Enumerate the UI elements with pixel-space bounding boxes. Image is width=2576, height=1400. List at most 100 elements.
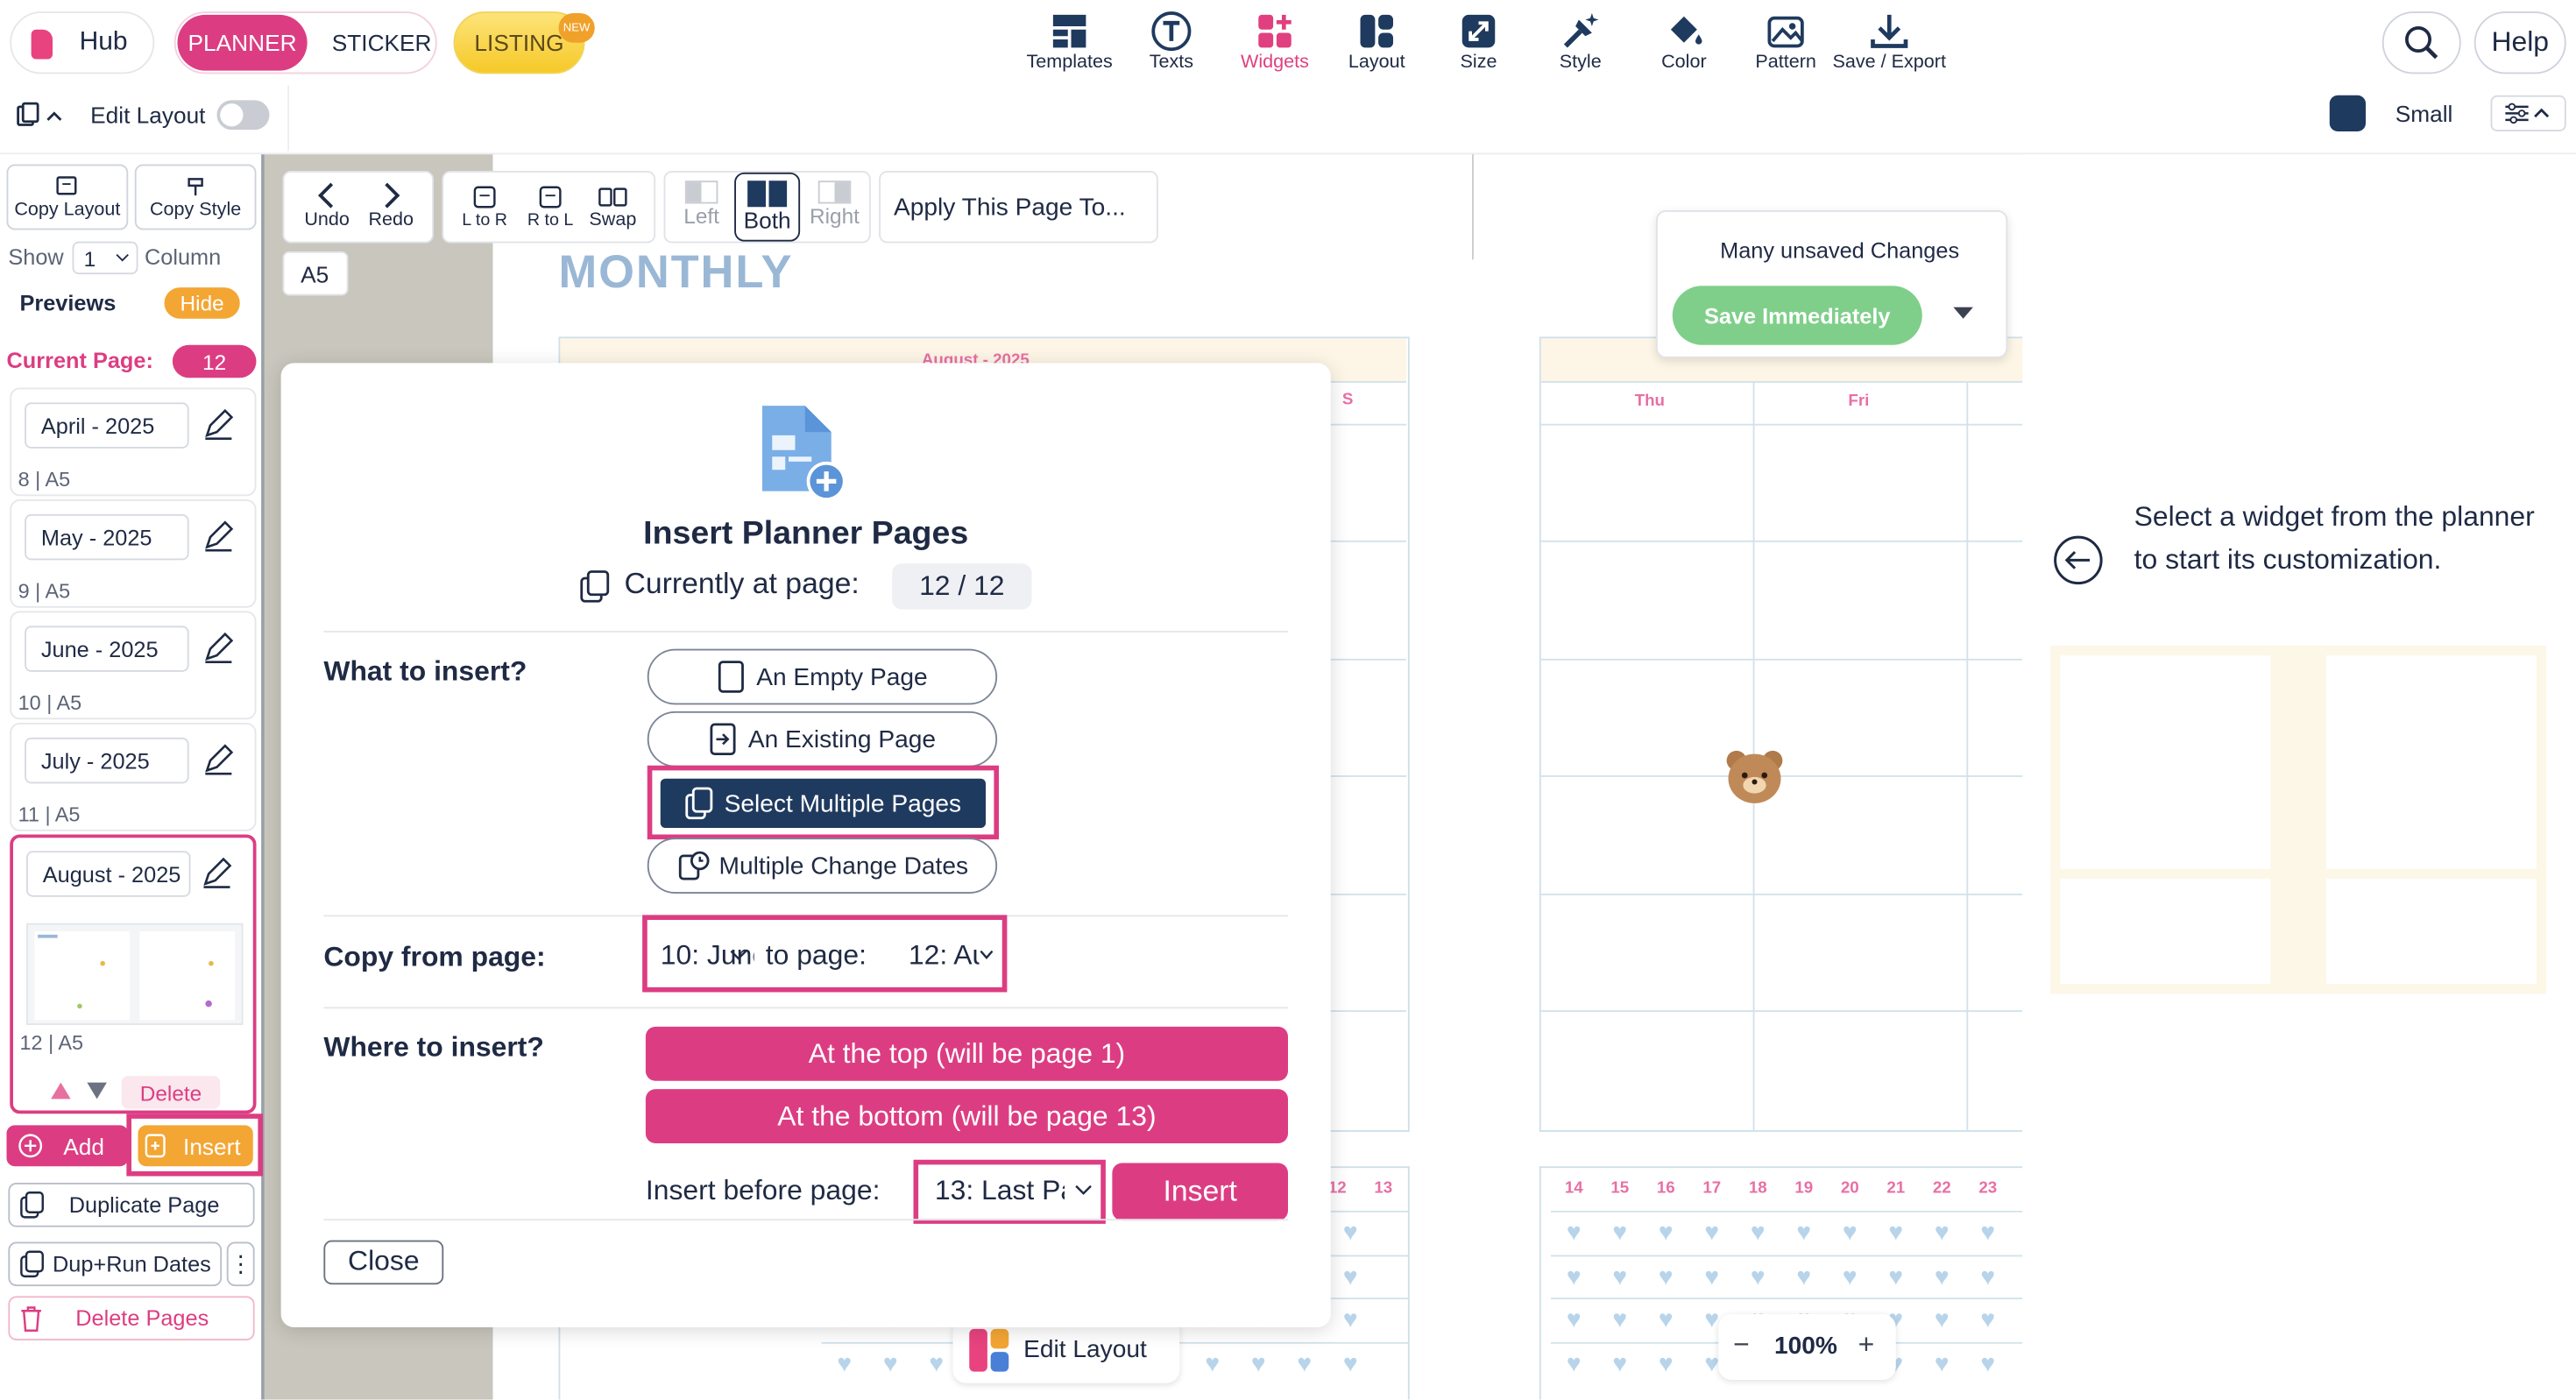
insert-at-bottom-button[interactable]: At the bottom (will be page 13) bbox=[645, 1089, 1288, 1143]
pages-toggle-icon[interactable] bbox=[17, 102, 69, 128]
swap-button[interactable]: Swap bbox=[585, 184, 641, 230]
help-button[interactable]: Help bbox=[2473, 11, 2566, 74]
toolbar-size[interactable]: Size bbox=[1427, 10, 1529, 79]
hub-button[interactable]: Hub bbox=[10, 11, 155, 74]
copy-from-value: 10: June - 2025 bbox=[660, 939, 754, 972]
view-left-button[interactable]: Left bbox=[674, 180, 730, 229]
move-up-icon[interactable] bbox=[49, 1081, 72, 1101]
previews-label: Previews bbox=[19, 290, 117, 315]
option-existing-label: An Existing Page bbox=[747, 725, 937, 753]
edit-pencil-icon[interactable] bbox=[202, 520, 236, 553]
settings-sliders-button[interactable] bbox=[2490, 95, 2566, 131]
delete-pages-button[interactable]: Delete Pages bbox=[8, 1296, 255, 1340]
page-name-field[interactable]: August - 2025 bbox=[26, 851, 191, 897]
toolbar-color[interactable]: Color bbox=[1633, 10, 1735, 79]
where-to-insert-label: Where to insert? bbox=[323, 1031, 544, 1064]
option-empty-label: An Empty Page bbox=[756, 662, 928, 691]
planner-tab[interactable]: PLANNER bbox=[177, 14, 308, 71]
sticker-tab[interactable]: STICKER bbox=[331, 29, 432, 56]
insert-page-button[interactable]: Insert bbox=[138, 1125, 253, 1167]
undo-button[interactable]: Undo bbox=[296, 180, 358, 240]
insert-at-top-button[interactable]: At the top (will be page 1) bbox=[645, 1026, 1288, 1081]
toolbar-widgets[interactable]: Widgets bbox=[1224, 10, 1326, 79]
zoom-out-button[interactable]: − bbox=[1733, 1328, 1750, 1361]
view-left-label: Left bbox=[683, 203, 719, 229]
swap-label: Swap bbox=[589, 210, 637, 230]
save-immediately-button[interactable]: Save Immediately bbox=[1672, 286, 1922, 345]
bear-sticker-icon[interactable] bbox=[1723, 747, 1786, 807]
trash-icon bbox=[21, 1305, 41, 1332]
history-group bbox=[282, 171, 434, 244]
close-modal-button[interactable]: Close bbox=[323, 1240, 444, 1285]
hub-label: Hub bbox=[79, 27, 128, 56]
redo-button[interactable]: Redo bbox=[362, 180, 421, 240]
show-select[interactable]: 1 bbox=[72, 241, 138, 275]
page-name-field[interactable]: April - 2025 bbox=[25, 402, 189, 449]
chevron-down-icon bbox=[116, 253, 129, 262]
dup-run-dates-button[interactable]: Dup+Run Dates bbox=[8, 1241, 223, 1287]
copy-from-label: Copy from page: bbox=[323, 941, 546, 972]
page-card-may[interactable]: May - 2025 9 | A5 bbox=[10, 499, 257, 608]
copy-style-button[interactable]: Copy Style bbox=[134, 164, 257, 230]
new-badge: NEW bbox=[558, 13, 595, 43]
page-card-june[interactable]: June - 2025 10 | A5 bbox=[10, 611, 257, 720]
page-meta: 9 | A5 bbox=[18, 579, 71, 604]
edit-layout-toggle[interactable] bbox=[216, 100, 270, 131]
insert-page-icon bbox=[145, 1134, 166, 1158]
caret-down-icon[interactable] bbox=[1952, 306, 1975, 321]
page-card-april[interactable]: April - 2025 8 | A5 bbox=[10, 387, 257, 497]
copy-layout-label: Copy Layout bbox=[14, 200, 121, 221]
edit-pencil-icon[interactable] bbox=[202, 631, 236, 664]
page-name-field[interactable]: June - 2025 bbox=[25, 626, 189, 672]
insert-document-icon bbox=[762, 406, 846, 501]
copy-layout-button[interactable]: Copy Layout bbox=[6, 164, 129, 230]
dup-run-dates-label: Dup+Run Dates bbox=[53, 1251, 211, 1276]
currently-label: Currently at page: bbox=[624, 566, 860, 600]
option-select-multiple-pages[interactable]: Select Multiple Pages bbox=[660, 778, 986, 828]
edit-pencil-icon[interactable] bbox=[201, 856, 234, 889]
apply-page-button[interactable]: Apply This Page To... bbox=[879, 171, 1158, 244]
toolbar-save-export[interactable]: Save / Export bbox=[1823, 10, 1955, 79]
option-empty-page[interactable]: An Empty Page bbox=[647, 648, 998, 705]
zoom-in-button[interactable]: + bbox=[1858, 1328, 1875, 1361]
edit-pencil-icon[interactable] bbox=[202, 743, 236, 776]
page-name-field[interactable]: July - 2025 bbox=[25, 737, 189, 784]
bottom-edit-layout-button[interactable]: Edit Layout bbox=[952, 1317, 1180, 1383]
toolbar-style[interactable]: Style bbox=[1530, 10, 1631, 79]
toolbar-texts[interactable]: Texts bbox=[1121, 10, 1222, 79]
chevron-down-icon bbox=[730, 950, 747, 960]
option-multiple-change-dates[interactable]: Multiple Change Dates bbox=[647, 838, 998, 894]
copy-from-select[interactable]: 10: June - 2025 bbox=[655, 930, 754, 982]
page-card-july[interactable]: July - 2025 11 | A5 bbox=[10, 723, 257, 831]
chevron-right-icon bbox=[385, 182, 400, 209]
insert-before-select[interactable]: 13: Last Page bbox=[930, 1170, 1065, 1216]
size-icon bbox=[1461, 14, 1496, 48]
add-page-button[interactable]: Add bbox=[6, 1125, 129, 1167]
duplicate-page-button[interactable]: Duplicate Page bbox=[8, 1183, 255, 1227]
search-button[interactable] bbox=[2381, 11, 2461, 74]
sync-icon[interactable] bbox=[2329, 95, 2366, 131]
day-number: 22 bbox=[1932, 1179, 1951, 1198]
delete-page-button[interactable]: Delete bbox=[121, 1076, 221, 1109]
move-down-icon[interactable] bbox=[86, 1081, 109, 1101]
page-thumbnail[interactable] bbox=[26, 923, 244, 1025]
arrow-left-circle-icon bbox=[2054, 535, 2103, 585]
page-meta: 8 | A5 bbox=[18, 468, 71, 491]
r-to-l-button[interactable]: R to L bbox=[522, 184, 578, 230]
page-name-field[interactable]: May - 2025 bbox=[25, 513, 189, 561]
option-existing-page[interactable]: An Existing Page bbox=[647, 711, 998, 767]
view-both-button[interactable]: Both bbox=[734, 172, 801, 242]
edit-pencil-icon[interactable] bbox=[202, 407, 236, 441]
day-number: 14 bbox=[1564, 1179, 1583, 1198]
more-options-button[interactable]: ⋮ bbox=[226, 1241, 255, 1287]
l-to-r-button[interactable]: L to R bbox=[456, 184, 513, 230]
page-card-august-current[interactable]: August - 2025 12 | A5 Delete bbox=[10, 834, 257, 1114]
to-page-select[interactable]: 12: August - 2025 bbox=[903, 930, 980, 982]
insert-confirm-button[interactable]: Insert bbox=[1112, 1163, 1288, 1221]
toolbar-layout-label: Layout bbox=[1348, 53, 1405, 73]
toolbar-pattern[interactable]: Pattern bbox=[1735, 10, 1836, 79]
toolbar-layout[interactable]: Layout bbox=[1326, 10, 1427, 79]
hide-previews-button[interactable]: Hide bbox=[164, 287, 240, 319]
view-right-button[interactable]: Right bbox=[805, 180, 865, 229]
toolbar-templates[interactable]: Templates bbox=[1019, 10, 1121, 79]
